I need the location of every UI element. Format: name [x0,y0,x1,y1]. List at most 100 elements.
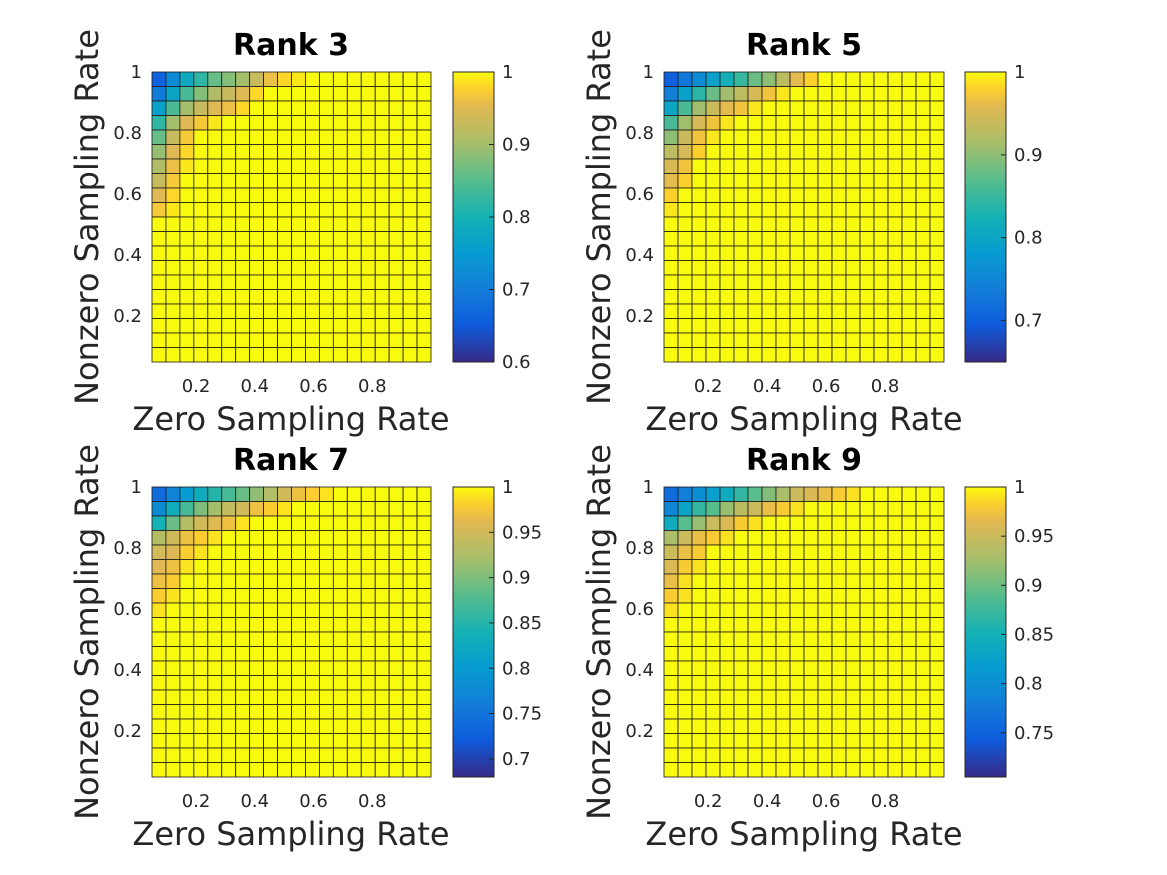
heatmap-cell [249,245,264,261]
heatmap-cell [165,71,181,87]
heatmap-cell [901,71,917,87]
heatmap-cell [873,187,889,203]
heatmap-cell [761,689,777,705]
heatmap-cell [719,274,735,290]
heatmap-cell [733,501,749,517]
colorbar [452,486,495,778]
heatmap-cell [360,530,376,546]
heatmap-cell [332,718,348,734]
heatmap-cell [416,303,432,319]
heatmap-cell [789,260,805,276]
heatmap-cell [775,573,791,589]
heatmap-cell [733,158,749,174]
heatmap-cell [207,173,223,189]
heatmap-cell [346,173,362,189]
heatmap-cell [305,144,320,160]
heatmap-cell [733,245,749,261]
heatmap-cell [277,71,292,87]
heatmap-cell [747,173,763,189]
heatmap-cell [305,544,320,560]
heatmap-cell [165,158,181,174]
heatmap-cell [677,100,693,116]
heatmap-cell [332,631,348,647]
heatmap-cell [388,486,404,502]
heatmap-cell [887,347,903,363]
heatmap-cell [705,660,721,676]
heatmap-cell [277,173,292,189]
heatmap-cell [761,318,777,334]
heatmap-cell [859,100,875,116]
heatmap-cell [332,762,348,778]
heatmap-cell [249,515,264,531]
heatmap-cell [305,747,320,763]
heatmap-cell [151,86,167,102]
heatmap-cell [691,602,707,618]
heatmap-cell [151,303,167,319]
heatmap-cell [346,318,362,334]
heatmap-cell [193,347,209,363]
heatmap-cell [235,115,251,131]
heatmap-cell [789,144,805,160]
colorbar-tick-label: 0.9 [502,135,531,156]
heatmap-cell [761,646,777,662]
heatmap-cell [901,646,917,662]
heatmap-cell [305,646,320,662]
heatmap-cell [901,501,917,517]
heatmap-cell [719,704,735,720]
heatmap-cell [719,486,735,502]
heatmap-cell [179,216,195,232]
heatmap-cell [291,617,306,633]
heatmap-cell [845,115,861,131]
heatmap-cell [915,318,931,334]
heatmap-cell [845,689,861,705]
heatmap-cell [803,216,819,232]
heatmap-cell [719,144,735,160]
y-tick-label: 0.2 [625,306,654,327]
heatmap-cell [929,559,945,575]
heatmap-cell [263,216,278,232]
heatmap-cell [318,747,334,763]
heatmap-cell [691,144,707,160]
heatmap-cell [901,202,917,218]
heatmap-cell [388,100,404,116]
heatmap-cell [901,544,917,560]
heatmap-cell [901,573,917,589]
heatmap-cell [901,631,917,647]
heatmap-cell [789,747,805,763]
heatmap-cell [388,704,404,720]
heatmap-cell [263,747,278,763]
y-tick-label: 0.8 [625,123,654,144]
heatmap-cell [747,144,763,160]
heatmap-cell [831,602,847,618]
heatmap-cell [859,646,875,662]
heatmap-cell [775,318,791,334]
heatmap-cell [207,631,223,647]
heatmap-cell [193,86,209,102]
heatmap-cell [663,501,679,517]
heatmap-cell [915,675,931,691]
heatmap-cell [277,129,292,145]
heatmap-cell [207,747,223,763]
heatmap-cell [789,631,805,647]
y-tick-label: 0.4 [113,660,142,681]
heatmap-cell [873,303,889,319]
colorbar [452,71,495,363]
heatmap-cell [761,631,777,647]
heatmap-cell [193,689,209,705]
heatmap-cell [165,289,181,305]
heatmap-cell [803,347,819,363]
heatmap-cell [249,718,264,734]
heatmap-cell [887,231,903,247]
heatmap-cell [663,318,679,334]
heatmap-cell [901,530,917,546]
heatmap-cell [277,86,292,102]
heatmap-cell [360,332,376,348]
heatmap-cell [859,318,875,334]
heatmap-cell [374,274,390,290]
heatmap-cell [402,704,418,720]
heatmap-cell [277,216,292,232]
heatmap-cell [179,631,195,647]
heatmap-cell [929,530,945,546]
heatmap-cell [332,573,348,589]
heatmap-cell [747,646,763,662]
